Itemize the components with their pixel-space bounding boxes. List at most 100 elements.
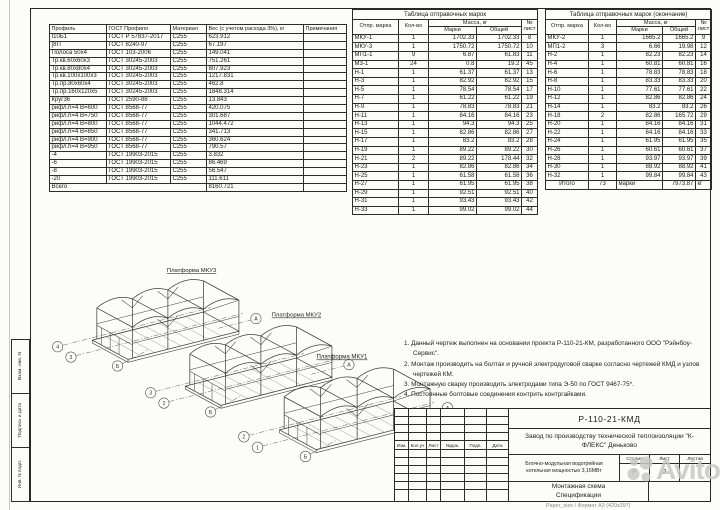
cell-mass-total: 1665.2 <box>662 33 696 44</box>
marks-row: Н-18 2 82.86 165.72 29 <box>545 111 713 121</box>
cell-profile: рифл.h=4 B=800 <box>49 119 107 129</box>
cell-profile: -4 <box>49 151 107 161</box>
cell-mass-each: 94.3 <box>428 119 477 130</box>
cell-sheet: 18 <box>694 68 713 78</box>
cell-weight: 3.832 <box>206 151 304 161</box>
cell-weight: 341.713 <box>206 127 304 137</box>
cell-mass-each: 99.02 <box>428 205 477 216</box>
marks-row: Н-13 1 94.3 94.3 25 <box>352 119 539 130</box>
revision-empty-row <box>395 433 508 441</box>
col-sheet: № лист <box>520 19 539 35</box>
cell-weight: 301.687 <box>206 111 304 121</box>
cell-mark: МКУ-2 <box>545 33 589 44</box>
cell-remarks <box>303 135 347 145</box>
marks-row: Н-7 1 61.22 61.22 19 <box>352 94 539 104</box>
cell-profile: рифл.h=4 B=750 <box>49 111 107 121</box>
cell-remarks <box>303 64 347 74</box>
cell-material: С255 <box>170 40 207 50</box>
cell-mass-each: 61.22 <box>428 94 477 104</box>
axis-bubble-label: 3 <box>149 391 152 397</box>
cell-mass-total: 83.2 <box>476 136 522 147</box>
axis-bubble-label: А <box>347 362 351 368</box>
cell-weight: 751.261 <box>206 56 304 66</box>
materials-row: Полоса 50х4 ГОСТ 103-2006 С255 149.041 <box>49 48 347 58</box>
cell-mark: Н-9 <box>352 102 399 113</box>
cell-mass-each: 0.8 <box>428 59 477 70</box>
cell-qty: 1 <box>398 119 429 130</box>
cell-profile: рифл.h=4 B=600 <box>49 104 107 113</box>
cell-remarks <box>303 80 347 90</box>
cell-remarks <box>303 151 347 161</box>
col-profile: Профиль <box>49 24 107 34</box>
cell-mark: МКУ-3 <box>352 42 399 53</box>
marks-row: МКУ-3 1 1750.72 1750.72 10 <box>352 42 539 53</box>
cell-mass-each: 6.87 <box>428 51 477 61</box>
materials-row: Тр.кв.60х60х3 ГОСТ 30245-2003 С255 751.2… <box>49 56 347 66</box>
stamp-label: Подпись и дата <box>18 403 23 438</box>
drawing-frame <box>30 8 711 502</box>
cell-gost: ГОСТ 19903-2015 <box>106 159 171 169</box>
cell-gost: ГОСТ 30245-2003 <box>106 64 171 74</box>
cell-mass-each: 88.92 <box>616 162 663 173</box>
total-remarks <box>303 182 347 192</box>
cell-material: С255 <box>170 167 207 177</box>
cell-weight: 13.843 <box>206 96 304 106</box>
col-mass-each: Марки <box>616 26 663 35</box>
cell-mass-total: 82.86 <box>476 162 522 173</box>
cell-profile: -20 <box>49 175 107 184</box>
sheet-title-1: Монтажная схема <box>551 482 606 490</box>
cell-sheet: 14 <box>694 51 713 61</box>
cell-qty: 1 <box>398 85 429 95</box>
cell-profile: [8П <box>49 40 107 50</box>
axis-bubble-label: 4 <box>56 345 59 351</box>
marks-row: Н-14 1 83.2 83.2 26 <box>545 102 713 113</box>
cell-weight: 623.912 <box>206 33 304 42</box>
revision-empty-row <box>395 417 508 425</box>
cell-mark: Н-23 <box>352 162 399 173</box>
cell-sheet: 22 <box>694 85 713 95</box>
cell-mass-total: 84.16 <box>662 119 696 130</box>
cell-gost: ГОСТ 30245-2003 <box>106 72 171 82</box>
cell-mark: Н-10 <box>545 85 589 95</box>
col-mass: Масса, кг <box>428 18 522 28</box>
cell-profile: Круг36 <box>49 96 107 106</box>
cell-mark: Н-27 <box>352 179 399 190</box>
marks-row: М3-1 24 0.8 19.2 45 <box>352 59 539 70</box>
cell-material: С255 <box>170 175 207 184</box>
cell-mark: Н-3 <box>352 76 399 87</box>
cell-mark: МП1-2 <box>545 42 589 53</box>
cell-gost: ГОСТ 8568-77 <box>106 104 171 113</box>
cell-sheet: 10 <box>520 42 539 53</box>
cell-sheet: 9 <box>694 33 713 44</box>
cell-mark: Н-18 <box>545 111 589 121</box>
cell-mass-total: 61.58 <box>476 171 522 181</box>
cell-mass-each: 6.66 <box>616 42 663 53</box>
cell-mass-total: 82.23 <box>662 51 696 61</box>
marks2-header-row2: Марки Общей <box>546 26 712 35</box>
cell-mass-each: 92.51 <box>428 188 477 199</box>
cell-mass-each: 89.22 <box>428 145 477 156</box>
axis-bubble-label: 2 <box>242 435 245 441</box>
cell-mass-total: 92.51 <box>476 188 522 199</box>
cell-material: С255 <box>170 48 207 58</box>
cell-weight: 360.624 <box>206 135 304 145</box>
cell-mass-each: 60.61 <box>616 145 663 156</box>
cell-qty: 1 <box>588 76 617 87</box>
cell-material: С255 <box>170 96 207 106</box>
materials-table: Профиль ГОСТ Профиля Материал Вес (с уче… <box>49 24 347 192</box>
cell-gost: ГОСТ 30245-2003 <box>106 80 171 90</box>
sheets-column: Листов <box>680 455 710 481</box>
marks-row: МП1-1 9 6.87 61.83 11 <box>352 51 539 61</box>
cell-mass-each: 78.83 <box>616 68 663 78</box>
rev-col-dok: №док. <box>441 441 465 449</box>
axis-bubble-label: Б <box>116 364 120 370</box>
cell-gost: ГОСТ 30245-2003 <box>106 88 171 98</box>
marks1-header-row1: Отпр. марка Кол-во Масса, кг № лист <box>352 18 539 35</box>
cell-mark: Н-26 <box>545 145 589 156</box>
cell-mass-each: 89.22 <box>428 154 477 164</box>
marks-row: Н-5 1 78.54 78.54 17 <box>352 85 539 95</box>
materials-row: -8 ГОСТ 19903-2015 С255 56.547 <box>49 167 347 177</box>
cell-mass-each: 77.61 <box>616 85 663 95</box>
cell-mass-each: 82.92 <box>428 76 477 87</box>
col-mark: Отпр. марка <box>545 19 589 35</box>
